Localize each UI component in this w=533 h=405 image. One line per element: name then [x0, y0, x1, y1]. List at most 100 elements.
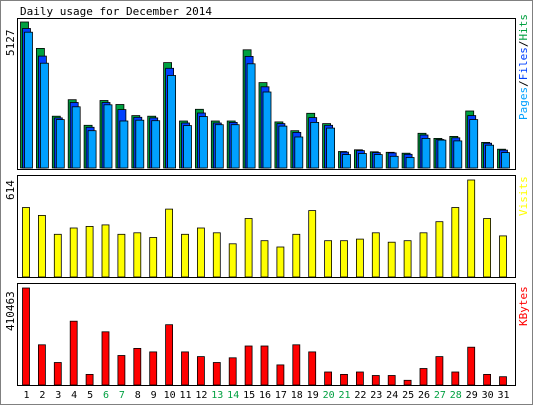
bar-kbytes-day-22 — [355, 371, 364, 386]
bar-visits-day-23 — [371, 232, 380, 278]
bar-visits-day-10 — [165, 208, 174, 278]
bar-visits-day-2 — [38, 214, 46, 278]
bar-pages-day-14 — [230, 124, 240, 169]
bar-visits-day-20 — [324, 240, 333, 278]
bar-pages-day-8 — [135, 119, 145, 169]
bar-visits-day-9 — [149, 237, 158, 278]
bar-pages-day-23 — [373, 154, 383, 169]
bar-pages-day-29 — [469, 119, 479, 169]
bar-pages-day-16 — [262, 91, 272, 169]
bar-visits-day-4 — [69, 227, 78, 278]
bar-kbytes-day-17 — [276, 364, 285, 386]
visits-panel-frame — [17, 175, 516, 278]
legend-sep-1: / — [517, 80, 530, 87]
bar-pages-day-5 — [87, 130, 97, 169]
bar-kbytes-day-26 — [419, 368, 428, 386]
day-label-19: 19 — [307, 390, 319, 401]
day-label-27: 27 — [434, 390, 446, 401]
day-label-7: 7 — [119, 390, 125, 401]
bar-pages-day-28 — [453, 140, 463, 169]
bar-pages-day-13 — [214, 124, 224, 169]
bar-kbytes-day-28 — [451, 371, 460, 386]
day-label-6: 6 — [103, 390, 109, 401]
bar-pages-day-18 — [294, 136, 304, 169]
chart-title: Daily usage for December 2014 — [20, 5, 212, 18]
bar-pages-day-4 — [71, 106, 81, 169]
bar-visits-day-19 — [308, 210, 317, 278]
visits-legend: Visits — [517, 176, 530, 216]
day-label-2: 2 — [39, 390, 45, 401]
bar-kbytes-day-13 — [212, 362, 221, 386]
legend-sep-2: / — [517, 41, 530, 48]
bar-pages-day-7 — [119, 120, 129, 169]
bar-visits-day-18 — [292, 233, 301, 278]
bar-pages-day-26 — [421, 137, 431, 169]
day-label-5: 5 — [87, 390, 93, 401]
bar-pages-day-9 — [151, 120, 161, 169]
day-labels: 1 2 3 4 5 6 7 8 9 10 11 12 13 14 15 16 17 18 19 20 21 22 23 24 2… — [23, 390, 509, 401]
bar-kbytes-day-21 — [340, 373, 348, 386]
bar-kbytes-day-2 — [38, 344, 46, 386]
bar-kbytes-day-5 — [85, 373, 94, 386]
bar-kbytes-day-15 — [244, 345, 253, 386]
legend-hits: Hits — [517, 14, 530, 41]
bar-pages-day-2 — [40, 62, 49, 169]
bar-kbytes-day-31 — [499, 376, 507, 386]
day-label-23: 23 — [370, 390, 382, 401]
bar-kbytes-day-27 — [435, 356, 444, 386]
bar-visits-day-31 — [499, 235, 507, 278]
day-label-16: 16 — [259, 390, 271, 401]
day-label-29: 29 — [466, 390, 478, 401]
day-label-21: 21 — [338, 390, 350, 401]
bar-pages-day-22 — [357, 153, 367, 169]
legend-pages: Pages — [517, 87, 530, 120]
bar-pages-day-20 — [326, 127, 336, 169]
bar-kbytes-day-12 — [196, 356, 205, 386]
bar-visits-day-14 — [228, 243, 237, 278]
bar-pages-day-25 — [405, 157, 415, 169]
day-label-18: 18 — [291, 390, 303, 401]
kbytes-ymax-label: 410463 — [4, 291, 17, 331]
bar-kbytes-day-11 — [181, 351, 189, 386]
bar-pages-day-27 — [437, 139, 447, 169]
bar-kbytes-day-16 — [260, 345, 269, 386]
day-label-3: 3 — [55, 390, 61, 401]
bar-visits-day-3 — [53, 233, 62, 278]
bar-kbytes-day-18 — [292, 344, 301, 386]
day-label-28: 28 — [450, 390, 462, 401]
day-label-8: 8 — [135, 390, 141, 401]
bar-visits-day-16 — [260, 240, 269, 278]
bar-pages-day-1 — [24, 31, 33, 169]
day-label-15: 15 — [243, 390, 255, 401]
bar-visits-day-13 — [212, 232, 221, 278]
visits-bars — [22, 179, 507, 278]
hits-legend: Pages/Files/Hits — [517, 14, 530, 120]
bar-pages-day-31 — [501, 152, 510, 169]
bar-kbytes-day-24 — [387, 375, 396, 386]
bar-kbytes-day-14 — [228, 357, 237, 386]
bar-pages-day-6 — [103, 104, 113, 169]
bar-visits-day-8 — [133, 232, 142, 278]
hits-bars — [20, 21, 510, 169]
bar-kbytes-day-20 — [324, 371, 333, 386]
bar-visits-day-25 — [403, 240, 412, 278]
bar-kbytes-day-19 — [308, 351, 317, 386]
day-label-9: 9 — [151, 390, 157, 401]
day-label-1: 1 — [23, 390, 29, 401]
bar-pages-day-10 — [167, 75, 177, 169]
day-label-22: 22 — [354, 390, 366, 401]
bar-pages-day-17 — [278, 125, 288, 169]
bar-pages-day-12 — [198, 116, 208, 169]
day-label-14: 14 — [227, 390, 239, 401]
bar-kbytes-day-3 — [53, 362, 62, 386]
bar-pages-day-30 — [485, 144, 495, 169]
kbytes-legend: KBytes — [517, 286, 530, 326]
bar-visits-day-17 — [276, 246, 285, 278]
day-label-12: 12 — [195, 390, 207, 401]
day-label-4: 4 — [71, 390, 77, 401]
bar-kbytes-day-9 — [149, 351, 158, 386]
legend-files: Files — [517, 47, 530, 80]
bar-kbytes-day-29 — [467, 346, 476, 386]
day-label-17: 17 — [275, 390, 287, 401]
